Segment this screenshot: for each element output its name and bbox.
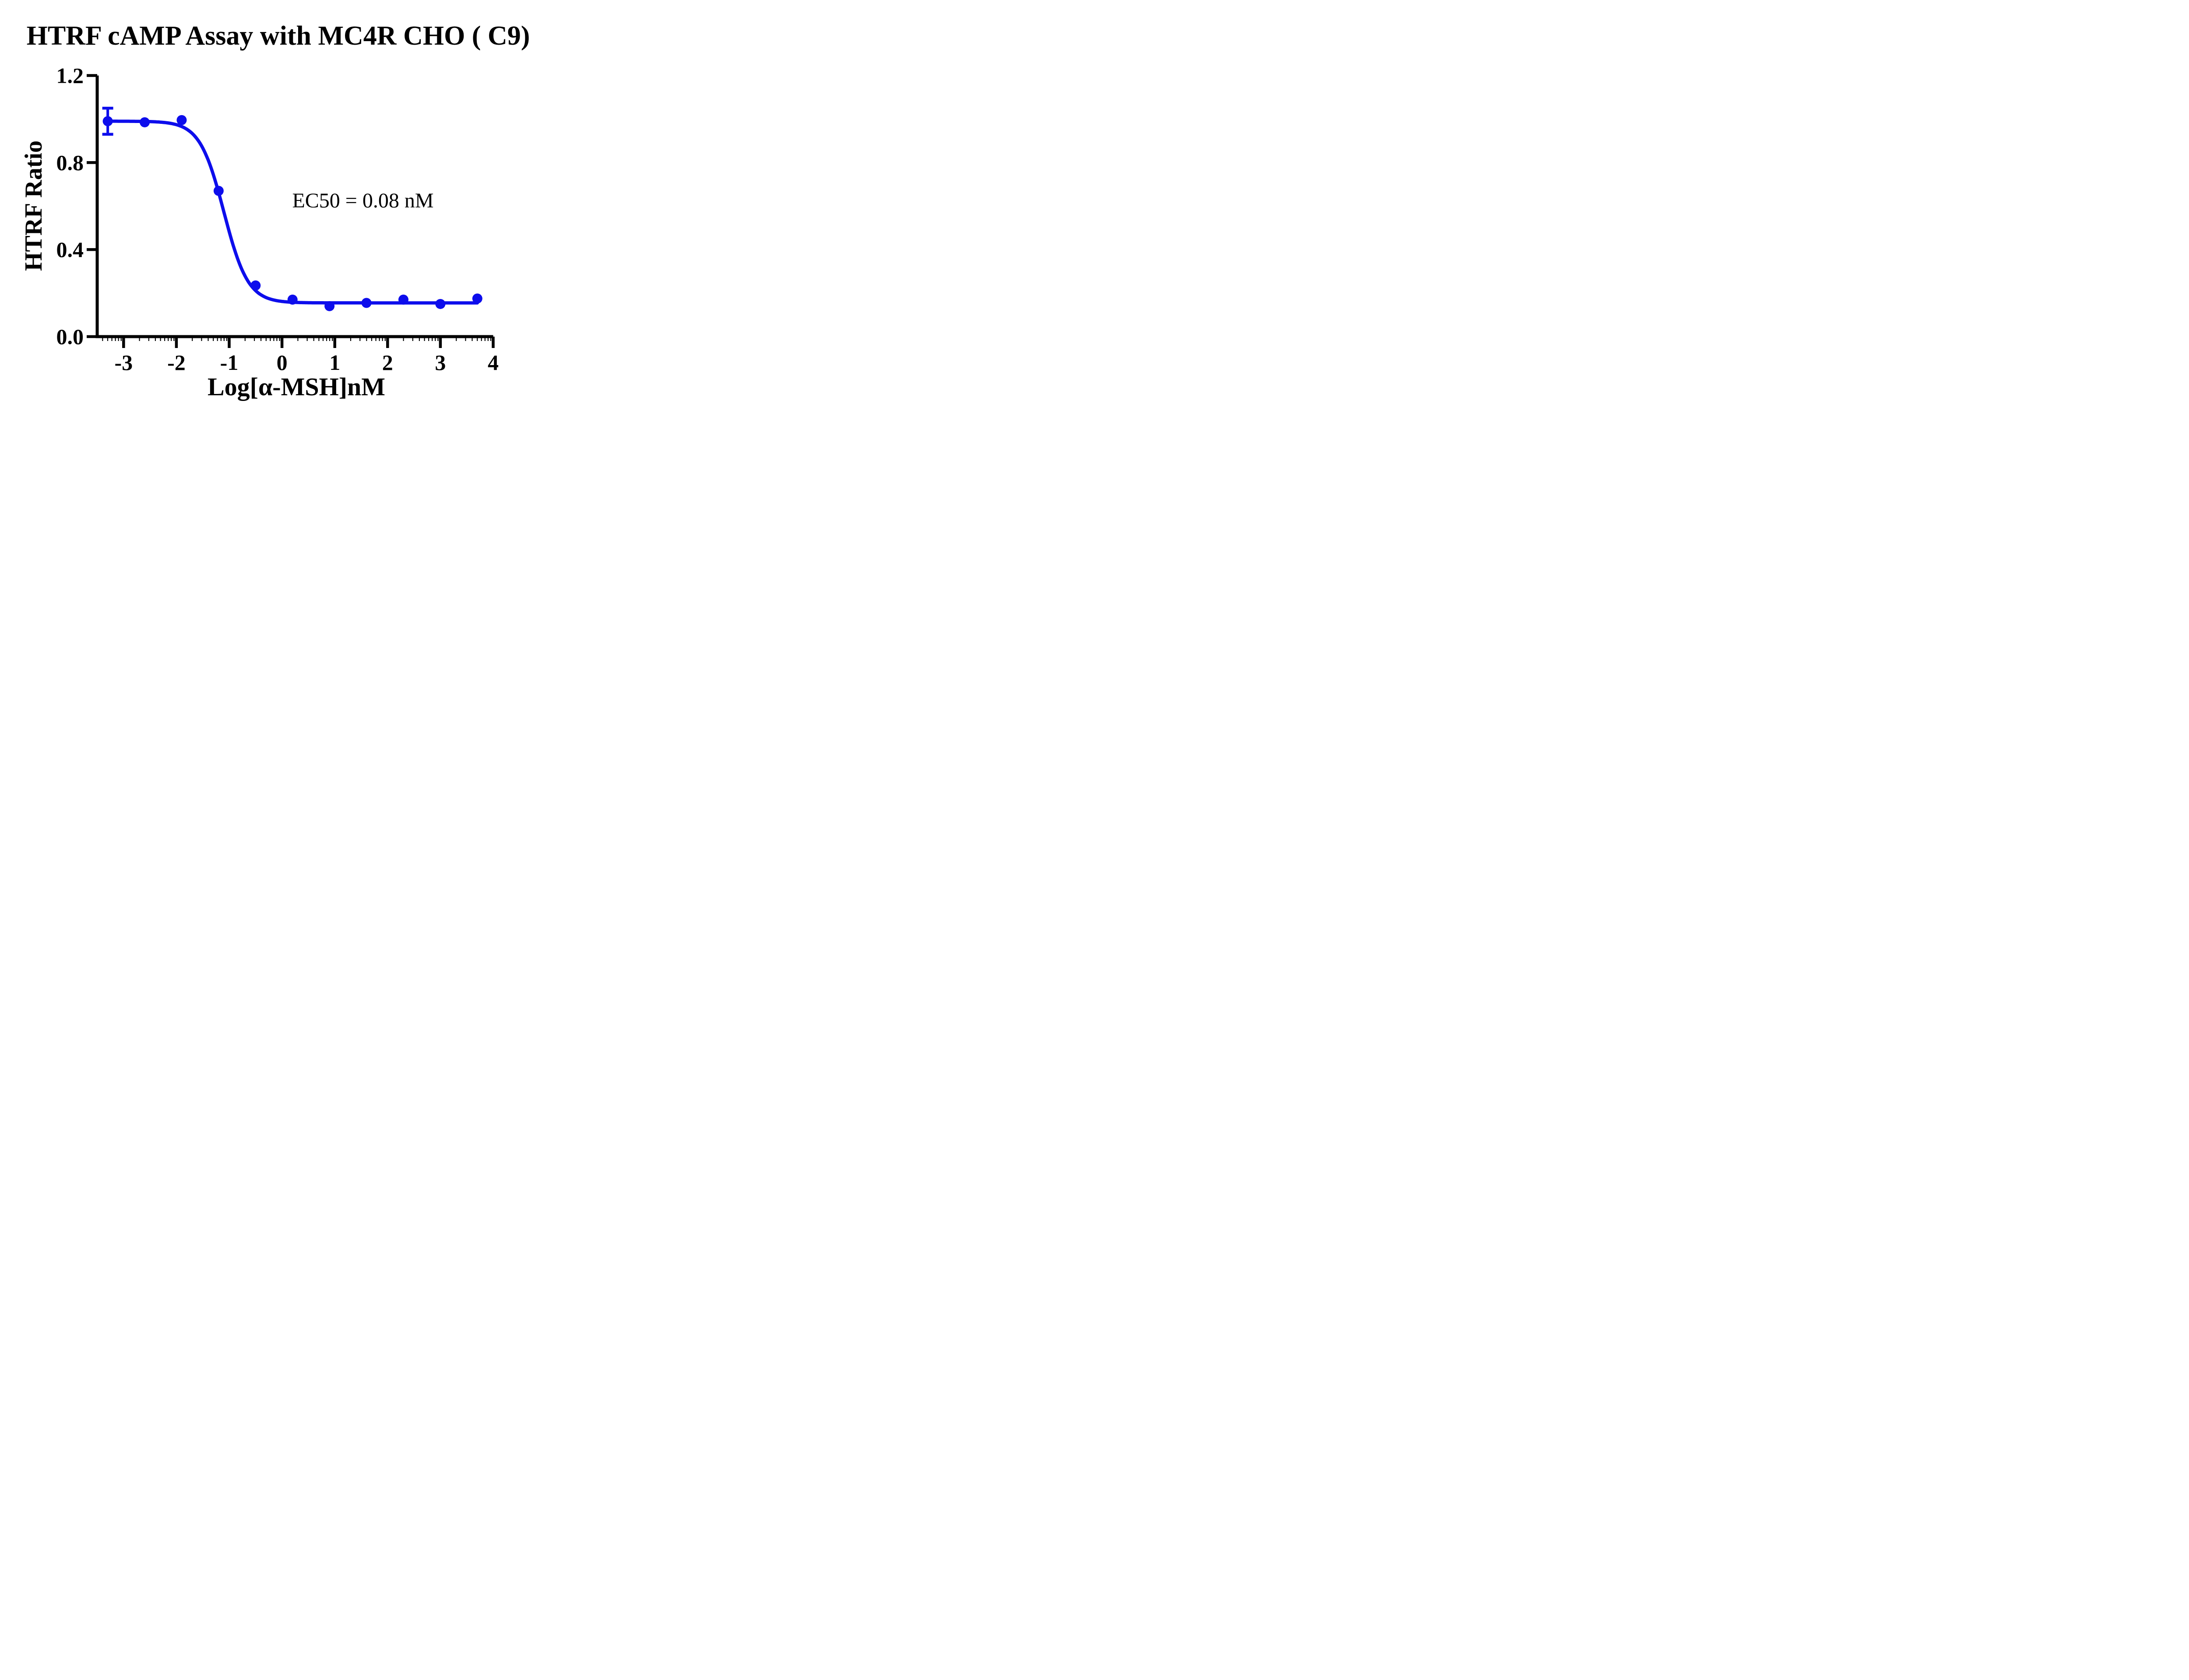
x-axis-title: Log[α-MSH]nM bbox=[207, 373, 386, 401]
data-point bbox=[287, 294, 298, 305]
y-tick-label: 0.8 bbox=[56, 150, 84, 175]
data-point bbox=[213, 186, 224, 196]
plot-area: 0.0 0.4 0.8 1.2 -3 -2 -1 0 1 2 3 4 bbox=[56, 63, 499, 375]
x-tick-label: -2 bbox=[167, 350, 186, 375]
data-point bbox=[176, 115, 187, 125]
chart-title: HTRF cAMP Assay with MC4R CHO ( C9) bbox=[26, 21, 530, 51]
x-tick-label: 4 bbox=[488, 350, 499, 375]
y-tick-label: 1.2 bbox=[56, 63, 84, 88]
data-point bbox=[250, 280, 261, 291]
dose-response-figure: HTRF cAMP Assay with MC4R CHO ( C9) HTRF… bbox=[0, 0, 556, 420]
data-point bbox=[324, 301, 335, 311]
x-tick-label: 1 bbox=[329, 350, 340, 375]
ec50-annotation: EC50 = 0.08 nM bbox=[292, 189, 434, 212]
y-tick-label: 0.0 bbox=[56, 324, 84, 349]
data-point bbox=[472, 293, 482, 304]
data-point bbox=[102, 116, 113, 127]
y-tick-label: 0.4 bbox=[56, 237, 84, 262]
x-tick-label: 0 bbox=[277, 350, 288, 375]
data-point bbox=[361, 298, 372, 308]
data-point bbox=[398, 294, 408, 305]
x-tick-label: -3 bbox=[114, 350, 133, 375]
data-point bbox=[435, 299, 446, 309]
x-tick-label: -1 bbox=[220, 350, 239, 375]
data-point bbox=[140, 117, 150, 127]
x-tick-label: 2 bbox=[382, 350, 393, 375]
x-tick-label: 3 bbox=[435, 350, 446, 375]
